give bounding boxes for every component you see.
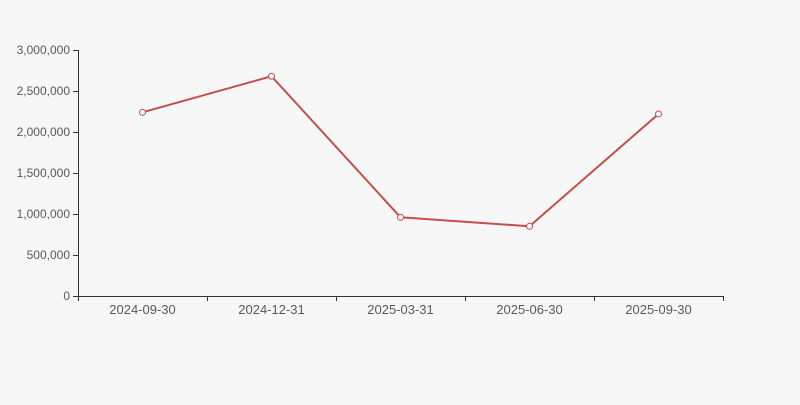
y-axis-label: 3,000,000 (17, 43, 71, 57)
y-axis-label: 500,000 (27, 248, 71, 262)
data-point-marker[interactable] (526, 222, 533, 230)
y-axis-label: 1,500,000 (17, 166, 71, 180)
y-axis-label: 2,000,000 (17, 125, 71, 139)
data-point-marker[interactable] (397, 213, 404, 221)
data-point-marker[interactable] (268, 72, 275, 80)
y-axis-label: 0 (63, 289, 70, 303)
series-line (141, 75, 660, 228)
y-axis-label: 2,500,000 (17, 84, 71, 98)
x-axis-label: 2025-03-31 (367, 302, 434, 317)
data-point-marker[interactable] (655, 110, 662, 118)
x-axis-label: 2025-09-30 (625, 302, 692, 317)
data-point-marker[interactable] (139, 108, 146, 116)
x-axis-label: 2025-06-30 (496, 302, 563, 317)
y-axis-label: 1,000,000 (17, 207, 71, 221)
x-axis-label: 2024-12-31 (238, 302, 305, 317)
x-axis-label: 2024-09-30 (109, 302, 176, 317)
